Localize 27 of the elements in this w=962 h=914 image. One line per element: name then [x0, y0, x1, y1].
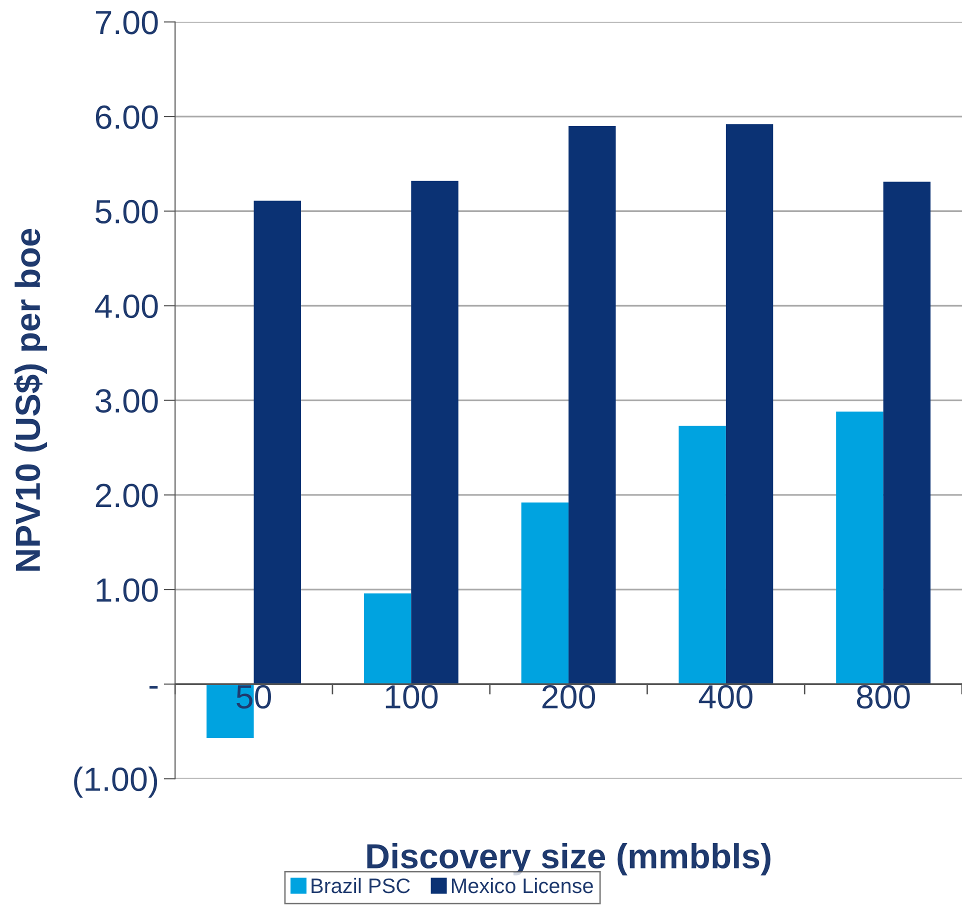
bar — [836, 412, 884, 684]
y-tick-label: 7.00 — [96, 10, 158, 34]
y-tick-label: 6.00 — [96, 105, 158, 129]
bar — [726, 124, 774, 684]
x-tick-label: 50 — [236, 685, 272, 709]
x-tick-label: 200 — [542, 685, 596, 709]
bar — [411, 180, 458, 684]
y-axis-title: NPV10 (US$) per boe — [14, 228, 48, 571]
y-tick-label: 3.00 — [96, 389, 158, 413]
x-tick-label: 800 — [856, 685, 910, 709]
bar — [364, 593, 412, 684]
bar — [883, 182, 931, 684]
y-tick-label: 5.00 — [96, 200, 158, 224]
x-axis-title: Discovery size (mmbbls) — [367, 843, 770, 876]
y-tick-label: - — [149, 686, 158, 689]
legend-label: Brazil PSC — [312, 878, 410, 894]
y-tick-label: 2.00 — [96, 484, 158, 508]
bar — [254, 200, 301, 684]
y-tick-label: 1.00 — [96, 578, 158, 602]
bar — [521, 502, 569, 684]
legend-label: Mexico License — [452, 878, 593, 894]
y-tick-label: (1.00) — [74, 766, 158, 798]
y-tick-label: 4.00 — [95, 294, 158, 318]
x-tick-label: 100 — [386, 685, 438, 709]
x-tick-label: 400 — [698, 685, 752, 709]
bar — [678, 426, 726, 684]
bar — [568, 126, 616, 684]
